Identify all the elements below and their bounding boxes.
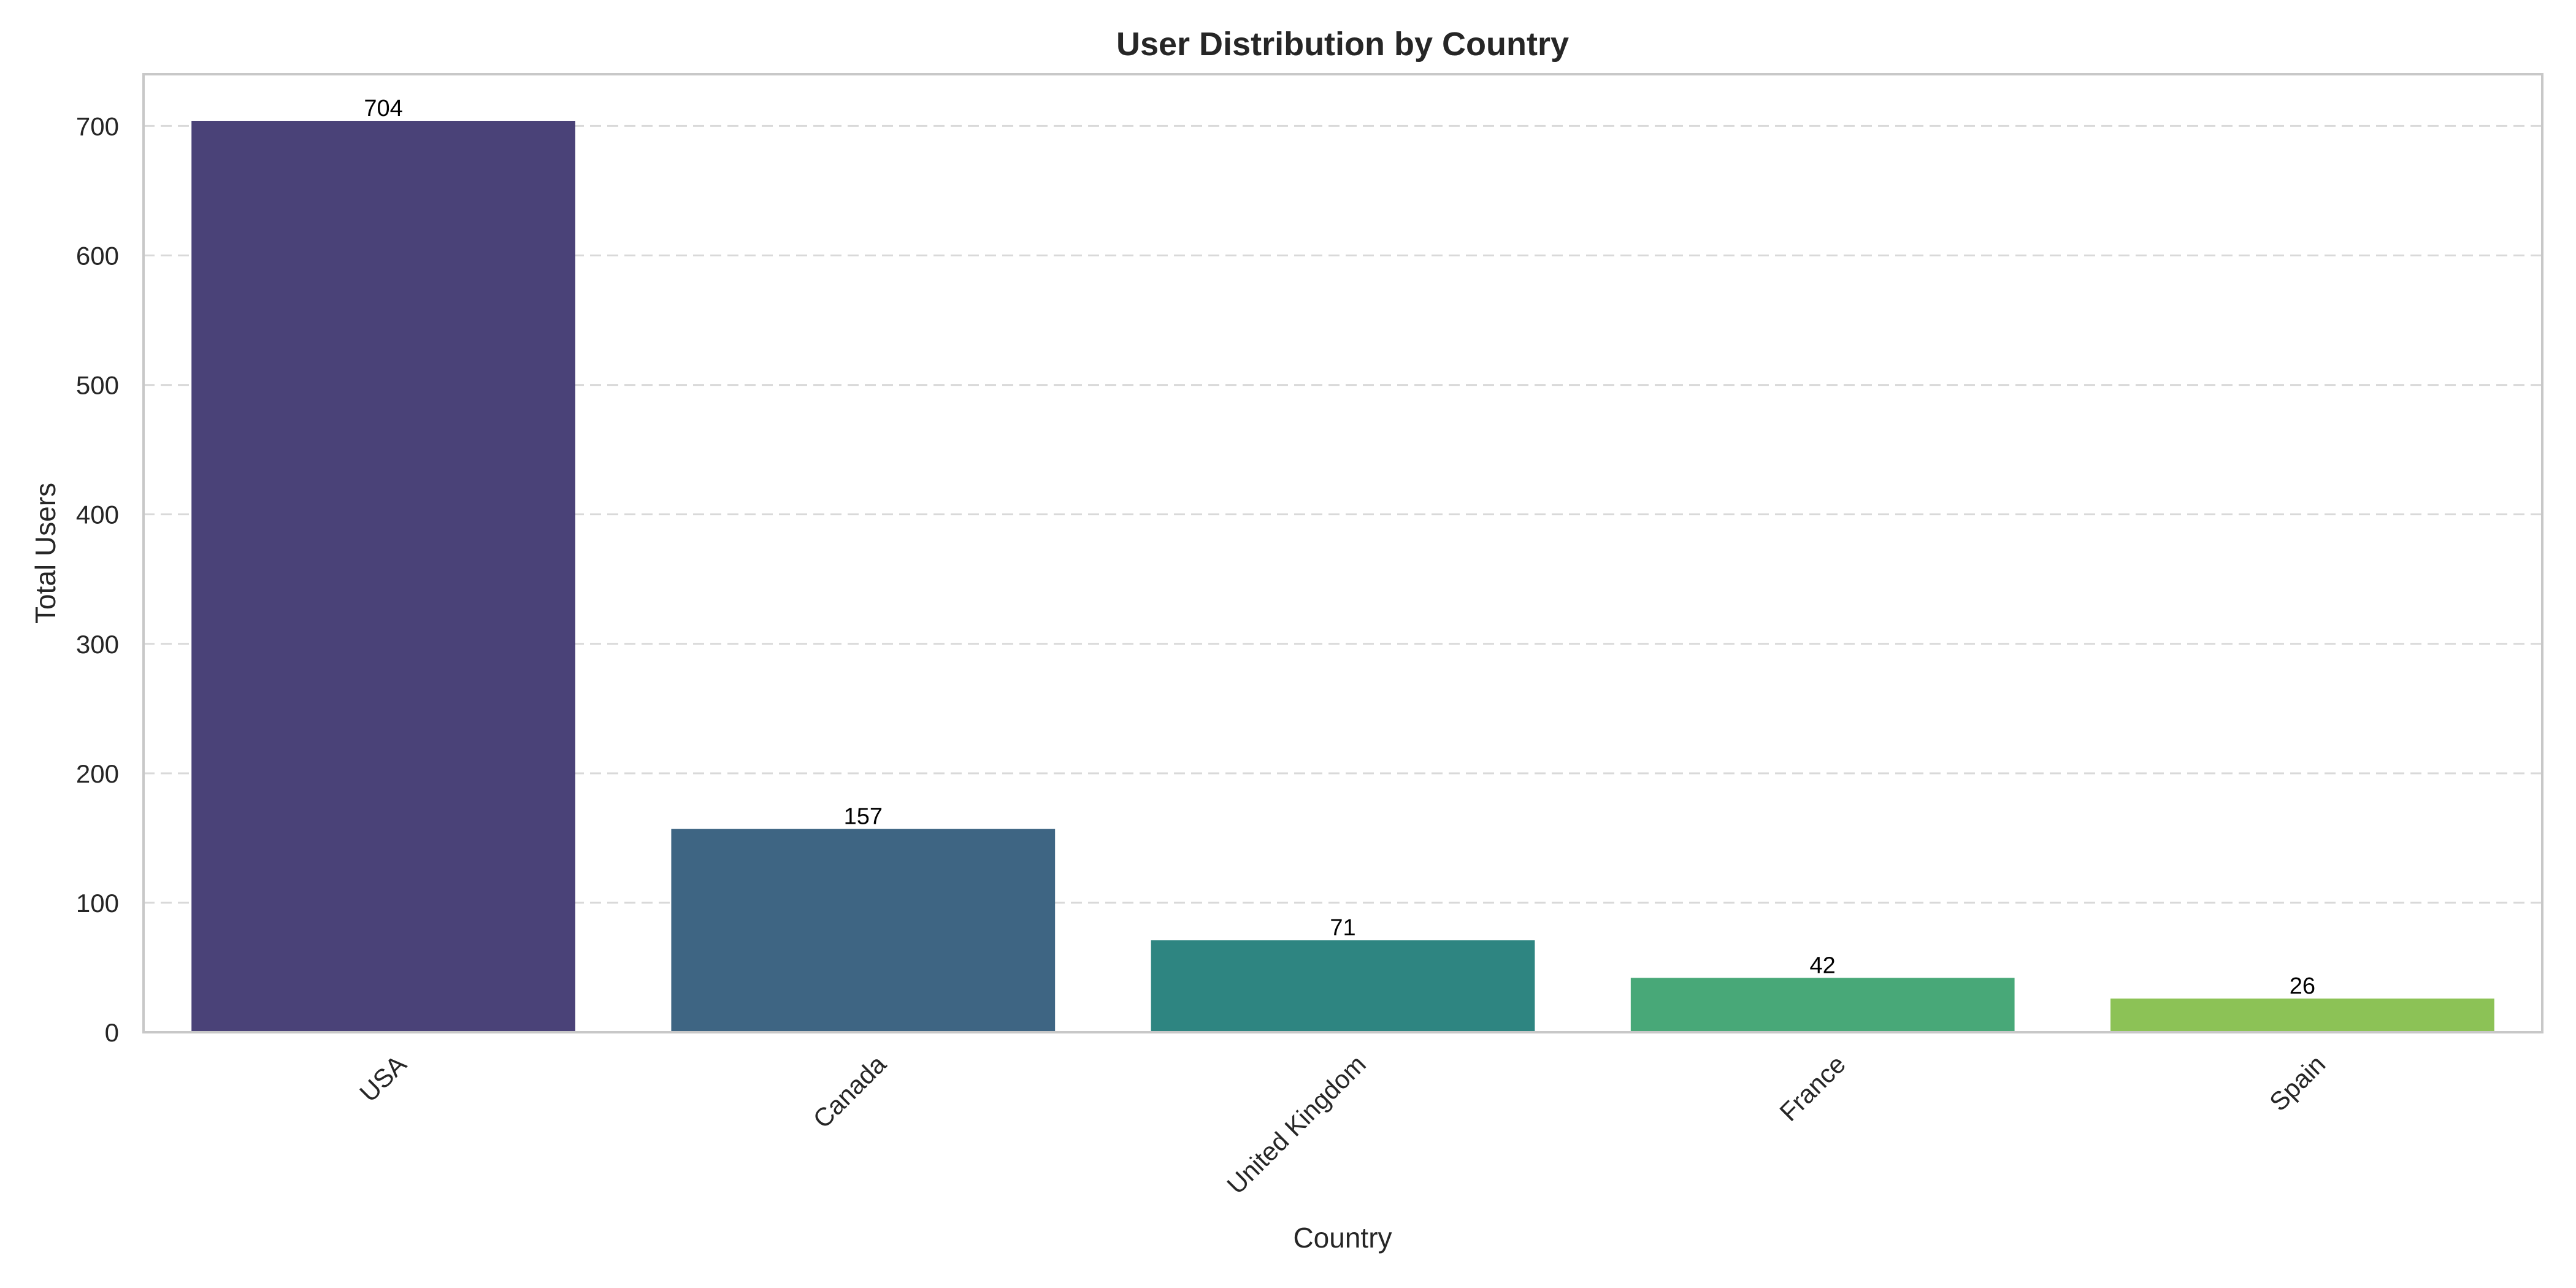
plot-frame bbox=[142, 73, 2543, 1033]
data-labels: 704 157 71 42 26 bbox=[364, 96, 2315, 999]
y-ticks: 0 100 200 300 400 500 600 700 bbox=[76, 112, 119, 1047]
y-tick-label: 300 bbox=[76, 630, 119, 659]
data-label: 26 bbox=[2290, 973, 2315, 999]
chart-title: User Distribution by Country bbox=[1116, 26, 1569, 63]
data-label: 71 bbox=[1330, 915, 1355, 941]
x-axis-label: Country bbox=[1293, 1222, 1392, 1254]
y-tick-label: 600 bbox=[76, 242, 119, 270]
y-tick-label: 700 bbox=[76, 112, 119, 140]
y-axis-label: Total Users bbox=[29, 483, 61, 624]
bar-usa bbox=[191, 120, 575, 1033]
y-tick-label: 200 bbox=[76, 759, 119, 788]
bar-france bbox=[1630, 978, 2015, 1032]
bars bbox=[191, 120, 2494, 1033]
y-tick-label: 500 bbox=[76, 371, 119, 400]
data-label: 157 bbox=[844, 804, 883, 830]
bar-united-kingdom bbox=[1151, 940, 1535, 1032]
y-tick-label: 100 bbox=[76, 889, 119, 918]
data-label: 42 bbox=[1810, 953, 1836, 978]
bar-canada bbox=[671, 829, 1056, 1032]
data-label: 704 bbox=[364, 96, 402, 121]
y-tick-label: 400 bbox=[76, 500, 119, 529]
y-tick-label: 0 bbox=[105, 1018, 119, 1047]
bar-spain bbox=[2110, 999, 2494, 1032]
